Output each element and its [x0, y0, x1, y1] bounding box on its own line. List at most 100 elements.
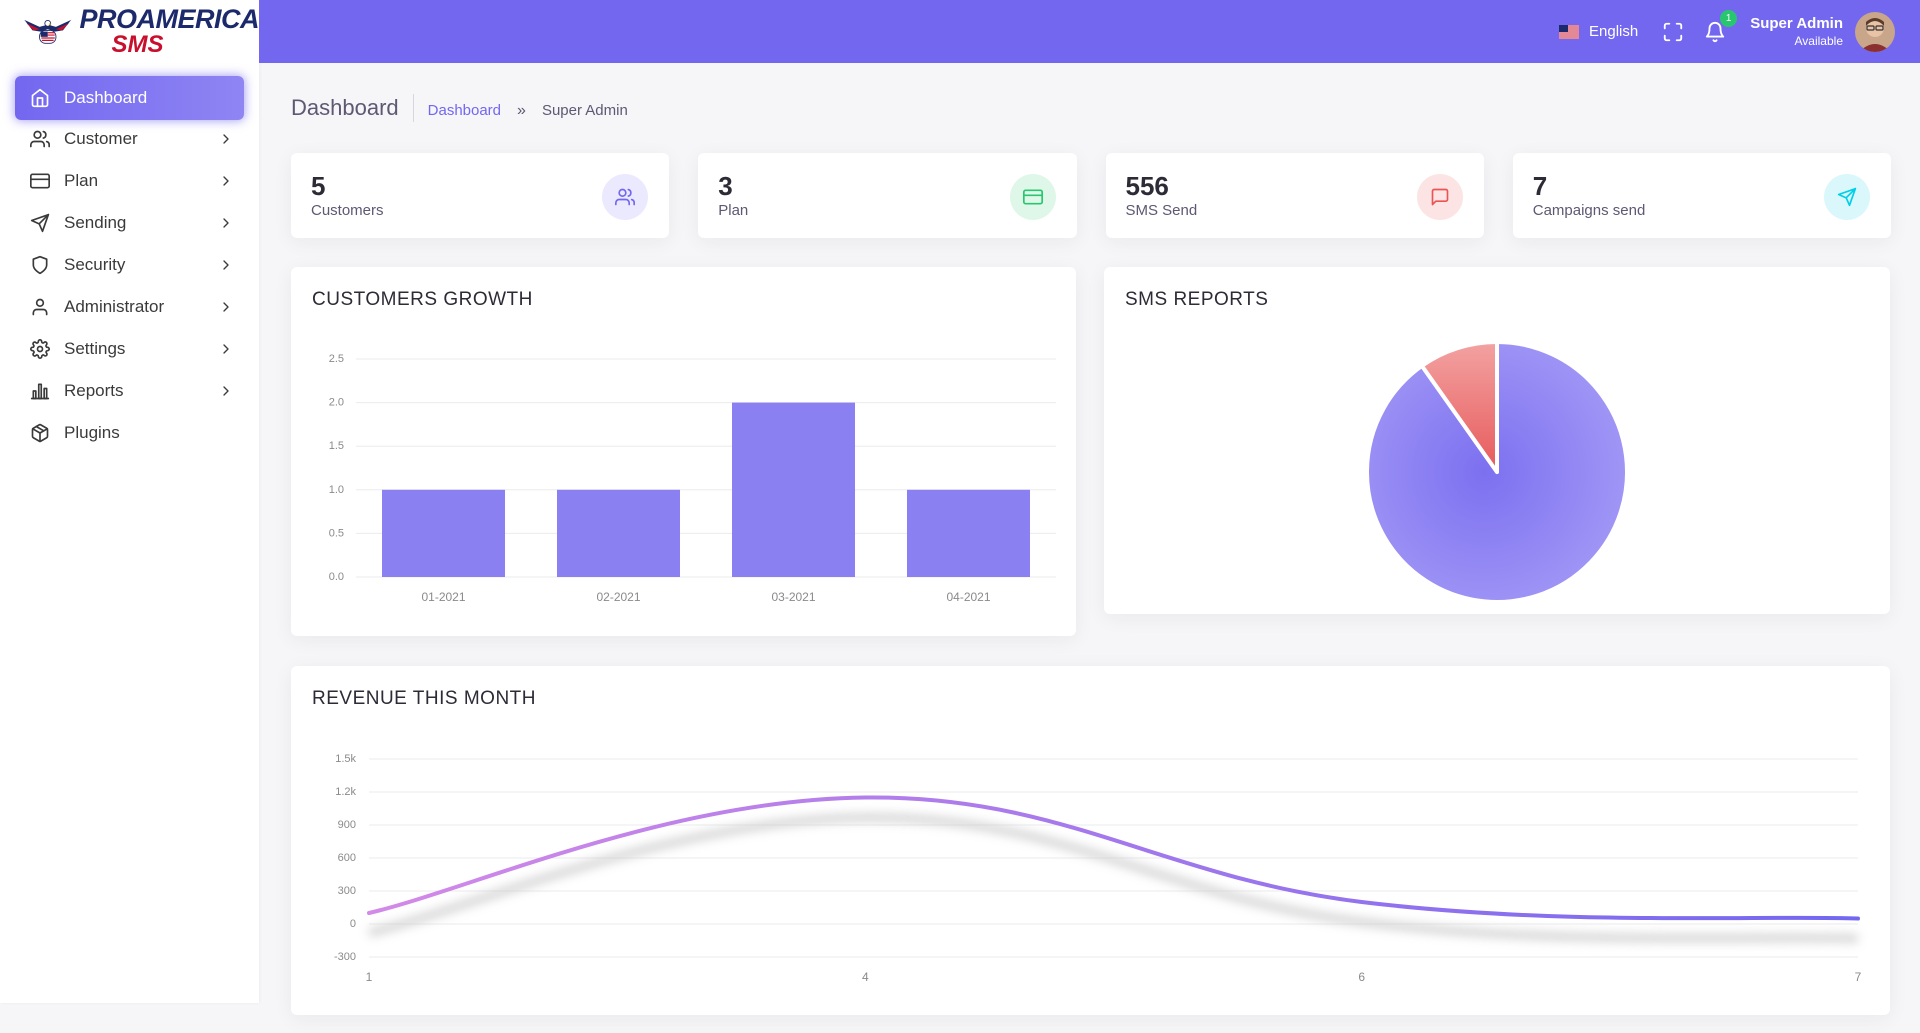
- y-tick-label: 0.0: [329, 571, 344, 583]
- credit-card-icon: [30, 173, 50, 189]
- sidebar-item-label: Plan: [64, 171, 99, 190]
- x-tick-label: 01-2021: [421, 590, 465, 604]
- bar-chart-icon: [30, 383, 50, 400]
- message-icon: [1416, 174, 1463, 220]
- sidebar-item-label: Settings: [64, 339, 126, 358]
- sidebar-item-label: Security: [64, 255, 126, 274]
- eagle-flag-icon: [24, 19, 72, 44]
- user-name: Super Admin: [1750, 15, 1843, 32]
- shield-icon: [32, 255, 48, 275]
- package-icon: [31, 423, 49, 443]
- chevron-right-icon: [223, 218, 229, 228]
- brand-subname: SMS: [111, 30, 164, 58]
- sidebar-item-customer[interactable]: Customer: [15, 118, 244, 160]
- x-tick-label: 6: [1358, 970, 1365, 984]
- sidebar-item-sending[interactable]: Sending: [15, 202, 244, 244]
- card-title: REVENUE THIS MONTH: [312, 688, 537, 709]
- users-icon: [30, 130, 50, 148]
- home-icon: [31, 88, 49, 108]
- bar: [907, 489, 1030, 577]
- sidebar-item-security[interactable]: Security: [15, 244, 244, 286]
- stat-card-sms-send: 556 SMS Send: [1105, 153, 1484, 238]
- sidebar: PROAMERICA SMS Dashboard Customer Plan S…: [0, 0, 259, 1003]
- brand-name: PROAMERICA: [79, 3, 259, 34]
- y-tick-label: 1.5: [329, 440, 344, 452]
- stats-row: 5 Customers 3 Plan 556 SMS Send 7 Campai…: [291, 153, 1891, 238]
- y-tick-label: 0: [350, 918, 356, 930]
- revenue-card: REVENUE THIS MONTH -300 0 300 600 900 1.2k 1.5…: [291, 666, 1890, 1015]
- sidebar-item-label: Reports: [64, 381, 124, 400]
- language-dropdown[interactable]: English: [1559, 23, 1638, 40]
- chevron-right-icon: [223, 134, 229, 144]
- sidebar-item-reports[interactable]: Reports: [15, 370, 244, 412]
- x-tick-label: 4: [862, 970, 869, 984]
- chevron-right-icon: [223, 344, 229, 354]
- send-icon: [30, 213, 50, 233]
- page-header: Dashboard Dashboard » Super Admin: [291, 63, 1891, 153]
- users-icon: [602, 174, 649, 220]
- sidebar-item-label: Sending: [64, 213, 127, 232]
- chevron-right-icon: [223, 260, 229, 270]
- language-label: English: [1589, 23, 1639, 40]
- sms-reports-chart: [1365, 340, 1629, 604]
- chevron-right-icon: [223, 386, 229, 396]
- gear-icon: [30, 339, 50, 359]
- revenue-line: [367, 795, 1860, 921]
- stat-value: 5: [311, 171, 326, 201]
- stat-card-plan: 3 Plan: [698, 153, 1077, 238]
- y-tick-label: 2.0: [329, 397, 344, 409]
- sidebar-nav: Dashboard Customer Plan Sending Security…: [0, 62, 259, 454]
- avatar[interactable]: [1855, 11, 1895, 52]
- credit-card-icon: [1009, 174, 1056, 220]
- stat-value: 556: [1125, 171, 1169, 201]
- fullscreen-icon[interactable]: [1662, 21, 1684, 43]
- sidebar-item-label: Dashboard: [64, 88, 148, 107]
- x-tick-label: 02-2021: [596, 590, 640, 604]
- user-icon: [32, 298, 48, 316]
- line-shadow: [368, 813, 1859, 943]
- sidebar-item-dashboard[interactable]: Dashboard: [15, 76, 244, 120]
- sidebar-item-plugins[interactable]: Plugins: [15, 412, 244, 454]
- bar: [732, 402, 855, 577]
- sidebar-item-administrator[interactable]: Administrator: [15, 286, 244, 328]
- sidebar-item-settings[interactable]: Settings: [15, 328, 244, 370]
- bar: [382, 489, 505, 577]
- chevron-right-icon: [223, 302, 229, 312]
- notification-badge: 1: [1720, 9, 1738, 27]
- x-tick-label: 04-2021: [946, 590, 990, 604]
- x-tick-label: 7: [1855, 970, 1862, 984]
- sidebar-item-plan[interactable]: Plan: [15, 160, 244, 202]
- y-tick-label: 0.5: [329, 527, 344, 539]
- stat-value: 3: [718, 171, 733, 201]
- bar: [557, 489, 680, 577]
- breadcrumb-current: Super Admin: [541, 102, 628, 119]
- y-tick-label: -300: [334, 951, 356, 963]
- stat-label: SMS Send: [1125, 202, 1198, 219]
- breadcrumb-separator: »: [517, 101, 526, 119]
- sidebar-item-label: Plugins: [64, 423, 120, 442]
- stat-card-campaigns: 7 Campaigns send: [1512, 153, 1891, 238]
- y-tick-label: 2.5: [329, 353, 344, 365]
- y-tick-label: 1.2k: [335, 786, 356, 798]
- card-title: CUSTOMERS GROWTH: [312, 289, 533, 310]
- user-menu[interactable]: Super Admin Available: [1750, 15, 1843, 48]
- stat-value: 7: [1532, 171, 1548, 201]
- y-tick-label: 1.5k: [335, 753, 356, 765]
- stat-card-customers: 5 Customers: [291, 153, 670, 238]
- top-navbar: English 1 Super Admin Available: [259, 0, 1920, 63]
- x-tick-label: 1: [366, 970, 373, 984]
- brand-logo[interactable]: PROAMERICA SMS: [0, 0, 259, 62]
- page-title: Dashboard: [291, 94, 414, 122]
- send-icon: [1824, 174, 1870, 220]
- y-tick-label: 600: [338, 852, 356, 864]
- user-status: Available: [1794, 34, 1843, 48]
- y-tick-label: 300: [338, 885, 356, 897]
- breadcrumb-link[interactable]: Dashboard: [427, 102, 502, 119]
- x-tick-label: 03-2021: [771, 590, 815, 604]
- sidebar-item-label: Customer: [64, 129, 138, 148]
- y-tick-label: 900: [338, 819, 356, 831]
- card-title: SMS REPORTS: [1125, 289, 1269, 310]
- customers-growth-card: CUSTOMERS GROWTH 0.0 0.5 1.0 1.5 2.0 2.5 01-20…: [291, 267, 1076, 636]
- chevron-right-icon: [223, 176, 229, 186]
- notification-bell-icon[interactable]: 1: [1704, 9, 1738, 43]
